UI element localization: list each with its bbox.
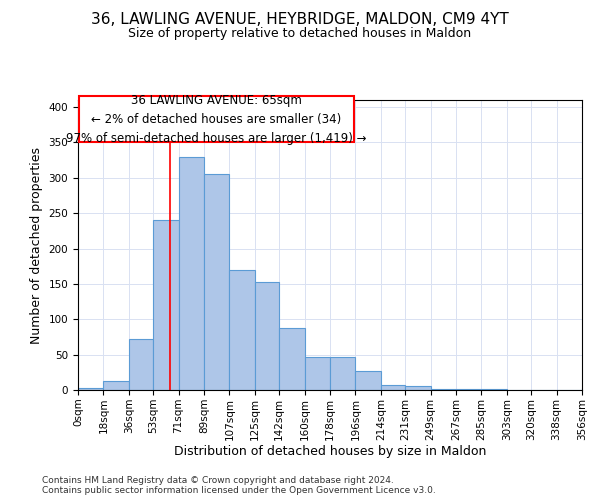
Bar [179, 156, 204, 390]
Bar [279, 328, 305, 390]
Bar [129, 339, 153, 390]
Bar [78, 388, 103, 390]
Text: 36 LAWLING AVENUE: 65sqm
← 2% of detached houses are smaller (34)
97% of semi-de: 36 LAWLING AVENUE: 65sqm ← 2% of detache… [66, 94, 367, 145]
Text: 36, LAWLING AVENUE, HEYBRIDGE, MALDON, CM9 4YT: 36, LAWLING AVENUE, HEYBRIDGE, MALDON, C… [91, 12, 509, 28]
Text: Size of property relative to detached houses in Maldon: Size of property relative to detached ho… [128, 28, 472, 40]
X-axis label: Distribution of detached houses by size in Maldon: Distribution of detached houses by size … [174, 446, 486, 458]
Bar [255, 282, 279, 390]
Y-axis label: Number of detached properties: Number of detached properties [30, 146, 43, 344]
Bar [229, 270, 255, 390]
Bar [305, 358, 330, 390]
Text: Contains HM Land Registry data © Crown copyright and database right 2024.
Contai: Contains HM Land Registry data © Crown c… [42, 476, 436, 495]
Bar [381, 385, 405, 390]
Bar [355, 371, 381, 390]
Bar [330, 358, 355, 390]
Bar [79, 96, 354, 142]
Bar [204, 174, 229, 390]
Bar [103, 381, 129, 390]
Bar [153, 220, 179, 390]
Bar [405, 386, 431, 390]
Bar [582, 388, 600, 390]
